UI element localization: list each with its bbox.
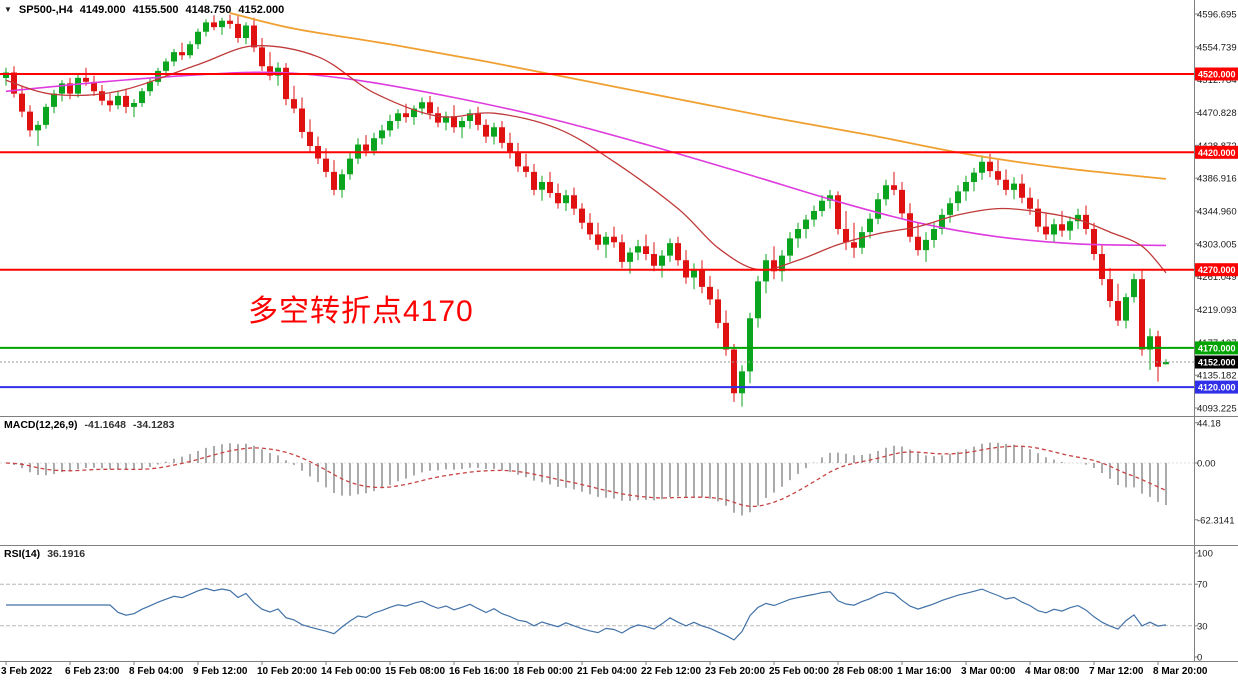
time-axis-label: 4 Mar 08:00 bbox=[1025, 666, 1080, 677]
time-axis-label: 23 Feb 20:00 bbox=[705, 666, 766, 677]
rsi-line bbox=[6, 587, 1167, 641]
macd-name: MACD(12,26,9) bbox=[4, 419, 78, 431]
time-axis-label: 22 Feb 12:00 bbox=[641, 666, 702, 677]
symbol-timeframe: SP500-,H4 bbox=[18, 4, 73, 16]
price-axis-label: 4219.093 bbox=[1197, 305, 1237, 316]
price-axis-label: 4093.225 bbox=[1197, 404, 1237, 415]
time-axis-label: 14 Feb 00:00 bbox=[321, 666, 382, 677]
chart-title: ▼ SP500-,H4 4149.000 4155.500 4148.750 4… bbox=[4, 4, 284, 16]
price-axis-label: 4554.739 bbox=[1197, 42, 1237, 53]
macd-value-signal: -34.1283 bbox=[132, 419, 175, 431]
macd-axis-label: 44.18 bbox=[1197, 418, 1221, 429]
price-tag-4520-text: 4520.000 bbox=[1198, 70, 1236, 80]
time-axis-label: 3 Feb 2022 bbox=[1, 666, 53, 677]
current-price-tag bbox=[1195, 355, 1238, 369]
price-tag-4170-text: 4170.000 bbox=[1198, 343, 1236, 353]
time-axis-label: 16 Feb 16:00 bbox=[449, 666, 510, 677]
rsi-label: RSI(14) 36.1916 bbox=[4, 548, 85, 560]
bear-candle-wicks bbox=[13, 14, 1159, 402]
rsi-axis-label: 100 bbox=[1197, 549, 1213, 560]
time-axis-label: 28 Feb 08:00 bbox=[833, 666, 894, 677]
time-axis-label: 15 Feb 08:00 bbox=[385, 666, 446, 677]
ohlc-close: 4152.000 bbox=[238, 4, 285, 16]
ohlc-open: 4149.000 bbox=[79, 4, 126, 16]
price-axis-label: 4303.005 bbox=[1197, 239, 1237, 250]
rsi-axis-label: 70 bbox=[1197, 580, 1208, 591]
bear-candles bbox=[11, 20, 1161, 394]
price-tag-4270-text: 4270.000 bbox=[1198, 265, 1236, 275]
price-axis-label: 4261.049 bbox=[1197, 272, 1237, 283]
time-axis-label: 18 Feb 00:00 bbox=[513, 666, 574, 677]
price-tag-4420 bbox=[1195, 145, 1238, 159]
price-tag-4170 bbox=[1195, 341, 1238, 355]
time-axis-label: 25 Feb 00:00 bbox=[769, 666, 830, 677]
price-tag-4520 bbox=[1195, 67, 1238, 81]
price-axis-label: 4512.784 bbox=[1197, 75, 1237, 86]
time-axis-label: 7 Mar 12:00 bbox=[1089, 666, 1144, 677]
ma-fast-darkred-line bbox=[5, 45, 1167, 274]
macd-histogram bbox=[13, 442, 1167, 516]
price-axis-label: 4135.182 bbox=[1197, 371, 1237, 382]
time-axis-label: 8 Mar 20:00 bbox=[1153, 666, 1208, 677]
price-axis-label: 4386.916 bbox=[1197, 174, 1237, 185]
ohlc-low: 4148.750 bbox=[185, 4, 232, 16]
time-axis-label: 21 Feb 04:00 bbox=[577, 666, 638, 677]
ohlc-high: 4155.500 bbox=[132, 4, 179, 16]
macd-axis-label: 0.00 bbox=[1197, 459, 1216, 470]
chart-annotation[interactable]: 多空转折点4170 bbox=[248, 295, 474, 328]
time-axis-label: 3 Mar 00:00 bbox=[961, 666, 1016, 677]
time-axis-label: 1 Mar 16:00 bbox=[897, 666, 952, 677]
macd-value-main: -41.1648 bbox=[84, 419, 126, 431]
time-axis-label: 9 Feb 12:00 bbox=[193, 666, 248, 677]
price-axis-label: 4344.960 bbox=[1197, 207, 1237, 218]
time-axis-label: 8 Feb 04:00 bbox=[129, 666, 184, 677]
rsi-axis-label: 30 bbox=[1197, 621, 1208, 632]
ma-slow-orange-line bbox=[229, 12, 1167, 180]
price-axis-label: 4596.695 bbox=[1197, 10, 1237, 21]
price-axis-label: 4470.828 bbox=[1197, 108, 1237, 119]
rsi-axis-label: 0 bbox=[1197, 653, 1202, 664]
current-price-tag-text: 4152.000 bbox=[1198, 358, 1236, 368]
time-axis-label: 10 Feb 20:00 bbox=[257, 666, 318, 677]
rsi-name: RSI(14) bbox=[4, 548, 41, 560]
price-tag-4120-text: 4120.000 bbox=[1198, 383, 1236, 393]
macd-axis-label: -62.3141 bbox=[1197, 515, 1235, 526]
rsi-value: 36.1916 bbox=[47, 548, 86, 560]
time-axis-label: 6 Feb 23:00 bbox=[65, 666, 120, 677]
price-tag-4120 bbox=[1195, 380, 1238, 394]
time-axis[interactable]: 3 Feb 2022 6 Feb 23:00 8 Feb 04:00 9 Feb 12… bbox=[0, 663, 1238, 687]
macd-label: MACD(12,26,9) -41.1648 -34.1283 bbox=[4, 419, 174, 431]
price-tag-4420-text: 4420.000 bbox=[1198, 148, 1236, 158]
price-tag-4270 bbox=[1195, 263, 1238, 277]
macd-signal-line bbox=[5, 445, 1167, 508]
symbol-marker-icon[interactable]: ▼ bbox=[4, 4, 12, 14]
